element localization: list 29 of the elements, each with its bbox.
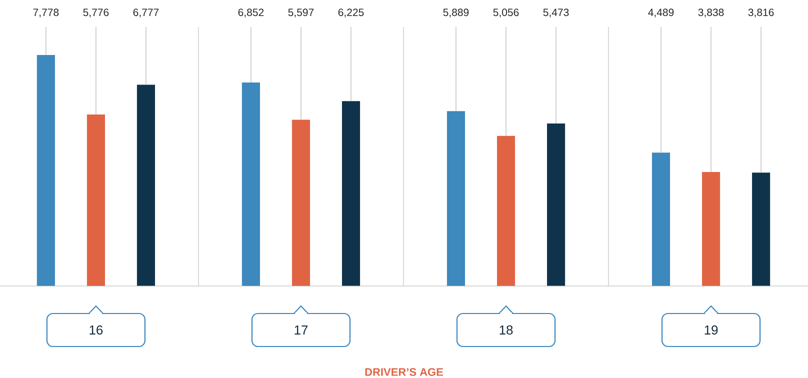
bar	[652, 152, 670, 286]
data-label: 5,473	[543, 8, 569, 18]
bar	[242, 82, 260, 286]
bar	[86, 114, 105, 286]
bar	[496, 136, 516, 286]
bar	[342, 101, 360, 286]
data-label: 6,777	[133, 8, 159, 18]
bar	[752, 172, 770, 286]
data-label: 3,838	[698, 8, 724, 18]
data-label: 5,597	[288, 8, 314, 18]
x-tick-label: 16	[90, 325, 103, 335]
x-tick-label: 18	[500, 325, 513, 335]
x-axis-title: DRIVER’S AGE	[365, 368, 443, 376]
bar	[702, 172, 720, 286]
data-label: 5,056	[493, 8, 519, 18]
data-label: 4,489	[648, 8, 674, 18]
bar	[136, 84, 156, 286]
data-label: 5,776	[83, 8, 109, 18]
x-tick-label: 19	[704, 325, 718, 335]
data-label: 5,889	[443, 8, 469, 18]
bar	[292, 120, 310, 286]
data-label: 7,778	[33, 8, 59, 18]
data-label: 6,225	[338, 8, 364, 18]
x-tick-label: 17	[294, 326, 308, 334]
data-label: 6,852	[238, 8, 264, 18]
data-label: 3,816	[748, 8, 774, 18]
bar	[547, 123, 566, 286]
bar	[446, 111, 466, 286]
bar	[36, 54, 55, 286]
